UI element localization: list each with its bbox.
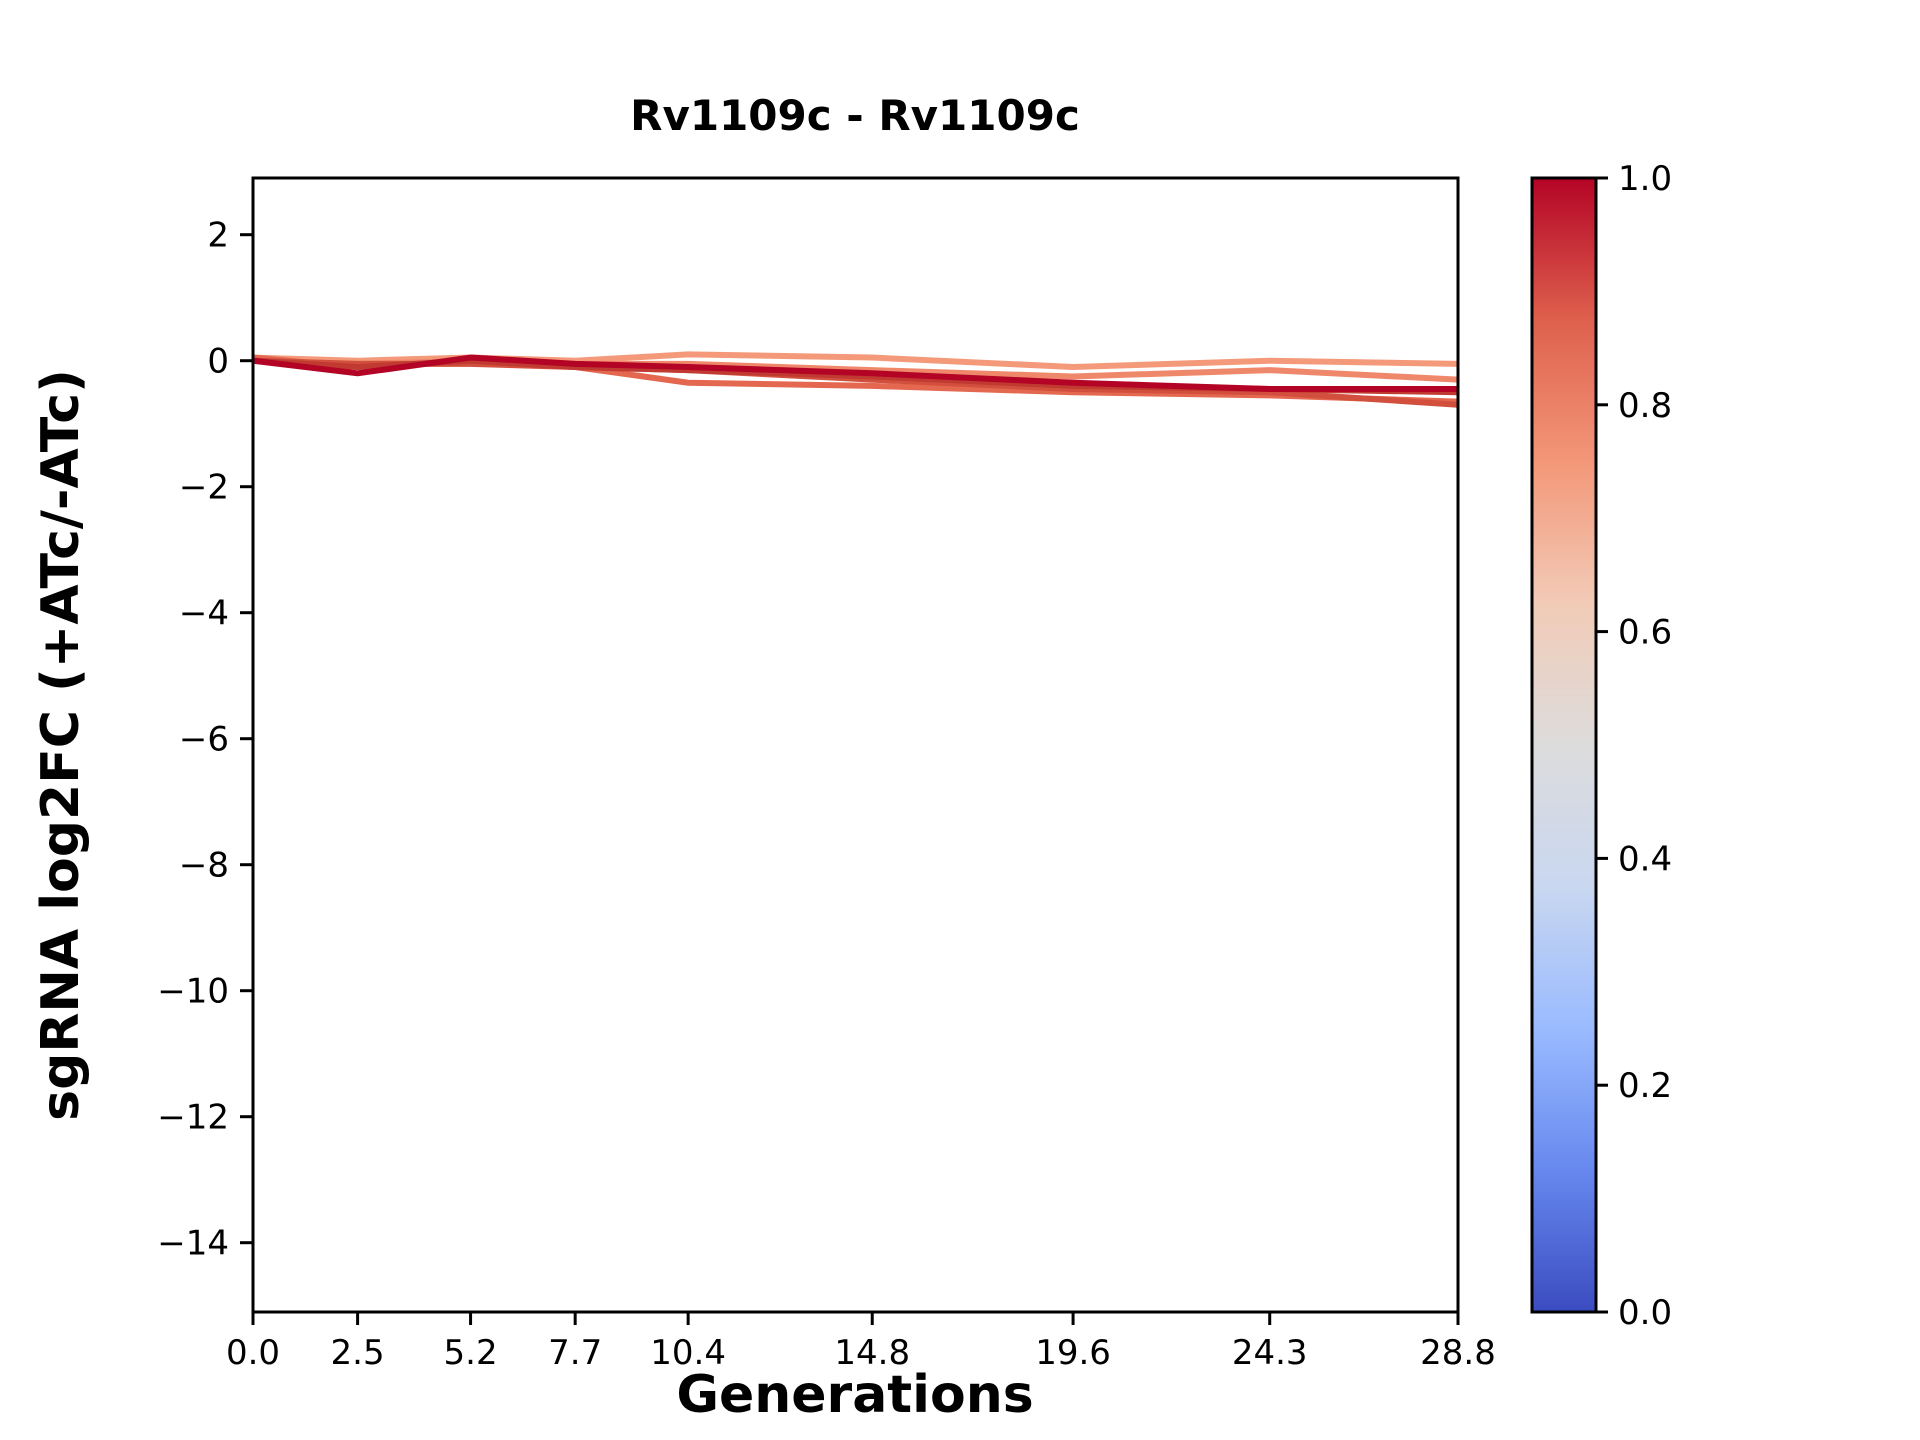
colorbar-tick-label: 0.4 xyxy=(1618,839,1672,879)
plot-area: 0.0 2.5 5.2 7.7 10.4 14.8 19.6 24.3 28.8 2 0 −2 −4 −6… xyxy=(157,159,1672,1373)
y-tick-label: −10 xyxy=(157,972,229,1012)
x-tick-label: 2.5 xyxy=(331,1333,385,1373)
x-tick-label: 28.8 xyxy=(1420,1333,1496,1373)
colorbar-tick-label: 0.2 xyxy=(1618,1066,1672,1106)
colorbar-tick-label: 0.0 xyxy=(1618,1293,1672,1333)
colorbar-gradient xyxy=(1532,178,1596,1312)
y-tick-label: −12 xyxy=(157,1098,229,1138)
y-axis-label: sgRNA log2FC (+ATc/-ATc) xyxy=(31,369,91,1121)
x-tick-label: 24.3 xyxy=(1232,1333,1308,1373)
axes-box xyxy=(251,176,1460,1314)
x-tick-label: 0.0 xyxy=(226,1333,280,1373)
y-tick-label: −4 xyxy=(179,594,229,634)
x-axis-label: Generations xyxy=(676,1365,1033,1425)
y-tick-label: −8 xyxy=(179,846,229,886)
x-tick-label: 10.4 xyxy=(650,1333,726,1373)
x-tick-label: 5.2 xyxy=(444,1333,498,1373)
y-tick-label: −14 xyxy=(157,1224,229,1264)
colorbar-tick-label: 0.6 xyxy=(1618,613,1672,653)
colorbar-tick-label: 1.0 xyxy=(1618,159,1672,199)
x-tick-label: 7.7 xyxy=(548,1333,602,1373)
series-line-6 xyxy=(253,354,1458,393)
series-lines xyxy=(253,351,1458,408)
y-tick-label: −6 xyxy=(179,720,229,760)
y-tick-label: −2 xyxy=(179,468,229,508)
colorbar-tick-label: 0.8 xyxy=(1618,386,1672,426)
x-tick-label: 14.8 xyxy=(834,1333,910,1373)
colorbar-outline xyxy=(1530,176,1598,1314)
x-tick-label: 19.6 xyxy=(1035,1333,1111,1373)
series-line-1 xyxy=(253,351,1458,370)
y-tick-label: 2 xyxy=(207,216,229,256)
chart-title: Rv1109c - Rv1109c xyxy=(630,91,1080,140)
y-tick-label: 0 xyxy=(207,342,229,382)
